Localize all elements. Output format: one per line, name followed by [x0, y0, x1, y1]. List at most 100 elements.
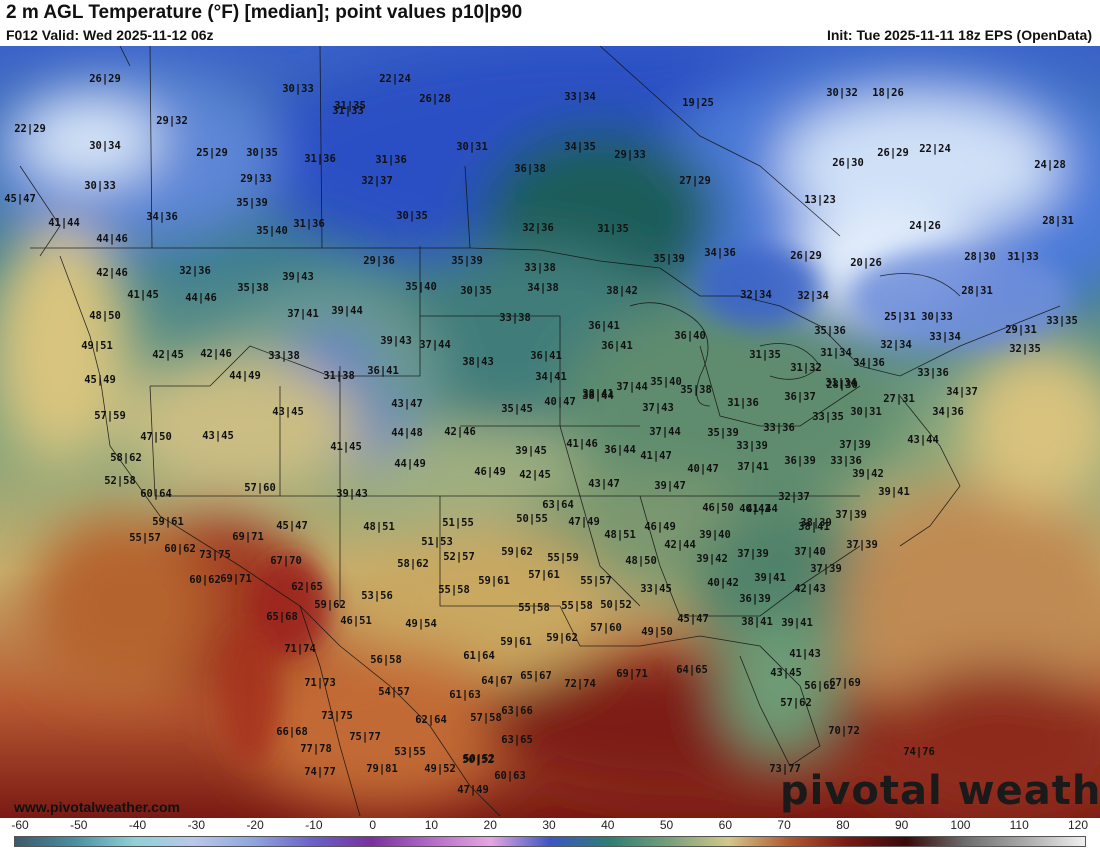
point-value: 32|37: [778, 491, 810, 503]
point-value: 58|62: [110, 452, 142, 464]
point-value: 33|34: [564, 91, 596, 103]
colorbar: -60 -50 -40 -30 -20 -10 0 10 20 30 40 50 60 70 80 90 100…: [0, 818, 1100, 850]
point-value: 29|32: [156, 115, 188, 127]
point-value: 37|41: [737, 461, 769, 473]
point-value: 57|60: [590, 622, 622, 634]
point-value: 31|36: [727, 397, 759, 409]
point-value: 42|44: [664, 539, 696, 551]
point-value: 22|24: [919, 143, 951, 155]
point-value: 58|62: [397, 558, 429, 570]
point-value: 36|41: [601, 340, 633, 352]
colorbar-tick-label: -30: [187, 818, 205, 832]
point-value: 43|45: [202, 430, 234, 442]
point-value: 30|31: [456, 141, 488, 153]
point-value: 32|35: [1009, 343, 1041, 355]
point-value: 37|39: [839, 439, 871, 451]
point-value: 31|36: [304, 153, 336, 165]
point-value: 36|37: [784, 391, 816, 403]
point-value: 38|43: [462, 356, 494, 368]
point-value: 79|81: [366, 763, 398, 775]
point-value: 59|62: [546, 632, 578, 644]
temperature-field: [0, 46, 1100, 818]
point-value: 36|39: [784, 455, 816, 467]
point-value: 38|42: [606, 285, 638, 297]
colorbar-tick-label: 50: [659, 818, 674, 832]
point-value: 32|37: [361, 175, 393, 187]
point-value: 34|37: [946, 386, 978, 398]
point-value: 64|65: [676, 664, 708, 676]
point-value: 74|77: [304, 766, 336, 778]
point-value: 32|34: [797, 290, 829, 302]
point-value: 60|62: [164, 543, 196, 555]
point-value: 55|58: [518, 602, 550, 614]
point-value: 31|34: [820, 347, 852, 359]
colorbar-strip: [14, 836, 1086, 847]
point-value: 31|36: [293, 218, 325, 230]
point-value: 46|49: [644, 521, 676, 533]
point-value: 42|45: [519, 469, 551, 481]
point-value: 39|47: [654, 480, 686, 492]
point-value: 60|63: [494, 770, 526, 782]
point-value: 42|46: [444, 426, 476, 438]
point-value: 73|75: [199, 549, 231, 561]
colorbar-tick-label: 30: [542, 818, 556, 832]
point-value: 61|64: [463, 650, 495, 662]
point-value: 47|49: [457, 784, 489, 796]
point-value: 36|40: [674, 330, 706, 342]
temperature-map[interactable]: 26|29 30|33 22|24 26|28 29|32 22|29 30|34 25|29…: [0, 46, 1100, 818]
point-value: 67|70: [270, 555, 302, 567]
point-value: 52|57: [443, 551, 475, 563]
point-value: 37|44: [616, 381, 648, 393]
point-value: 38|41: [798, 521, 830, 533]
point-value: 69|71: [220, 573, 252, 585]
colorbar-tick-label: 60: [718, 818, 733, 832]
point-value: 37|39: [846, 539, 878, 551]
point-value: 38|44: [582, 390, 614, 402]
colorbar-tick-label: -20: [246, 818, 264, 832]
point-value: 26|29: [89, 73, 121, 85]
point-value: 60|64: [140, 488, 172, 500]
point-value: 70|72: [828, 725, 860, 737]
point-value: 39|41: [878, 486, 910, 498]
point-value-labels: 26|29 30|33 22|24 26|28 29|32 22|29 30|34 25|29…: [4, 73, 1078, 796]
point-value: 31|35: [749, 349, 781, 361]
point-value: 40|47: [687, 463, 719, 475]
point-value: 45|47: [677, 613, 709, 625]
point-value: 43|45: [272, 406, 304, 418]
point-value: 41|45: [127, 289, 159, 301]
point-value: 62|65: [291, 581, 323, 593]
point-value: 51|53: [421, 536, 453, 548]
point-value: 39|42: [852, 468, 884, 480]
point-value: 26|29: [877, 147, 909, 159]
point-value: 33|35: [1046, 315, 1078, 327]
point-value: 45|49: [84, 374, 116, 386]
point-value: 18|26: [872, 87, 904, 99]
point-value: 50|52: [463, 753, 495, 765]
point-value: 25|29: [196, 147, 228, 159]
point-value: 31|38: [323, 370, 355, 382]
point-value: 40|47: [544, 396, 576, 408]
point-value: 34|36: [146, 211, 178, 223]
colorbar-tick-label: 70: [777, 818, 791, 832]
point-value: 44|49: [394, 458, 426, 470]
point-value: 33|36: [917, 367, 949, 379]
point-value: 39|45: [515, 445, 547, 457]
point-value: 74|76: [903, 746, 935, 758]
point-value: 57|58: [470, 712, 502, 724]
point-value: 37|39: [835, 509, 867, 521]
point-value: 36|41: [530, 350, 562, 362]
colorbar-tick-label: -40: [128, 818, 147, 832]
point-value: 63|65: [501, 734, 533, 746]
point-value: 49|54: [405, 618, 437, 630]
point-value: 30|35: [396, 210, 428, 222]
point-value: 22|29: [14, 123, 46, 135]
colorbar-tick-label: 10: [424, 818, 439, 832]
point-value: 63|66: [501, 705, 533, 717]
point-value: 33|36: [830, 455, 862, 467]
colorbar-tick-label: -10: [305, 818, 323, 832]
point-value: 57|59: [94, 410, 126, 422]
point-value: 37|44: [419, 339, 451, 351]
point-value: 35|40: [650, 376, 682, 388]
point-value: 50|52: [462, 754, 494, 766]
point-value: 42|45: [152, 349, 184, 361]
